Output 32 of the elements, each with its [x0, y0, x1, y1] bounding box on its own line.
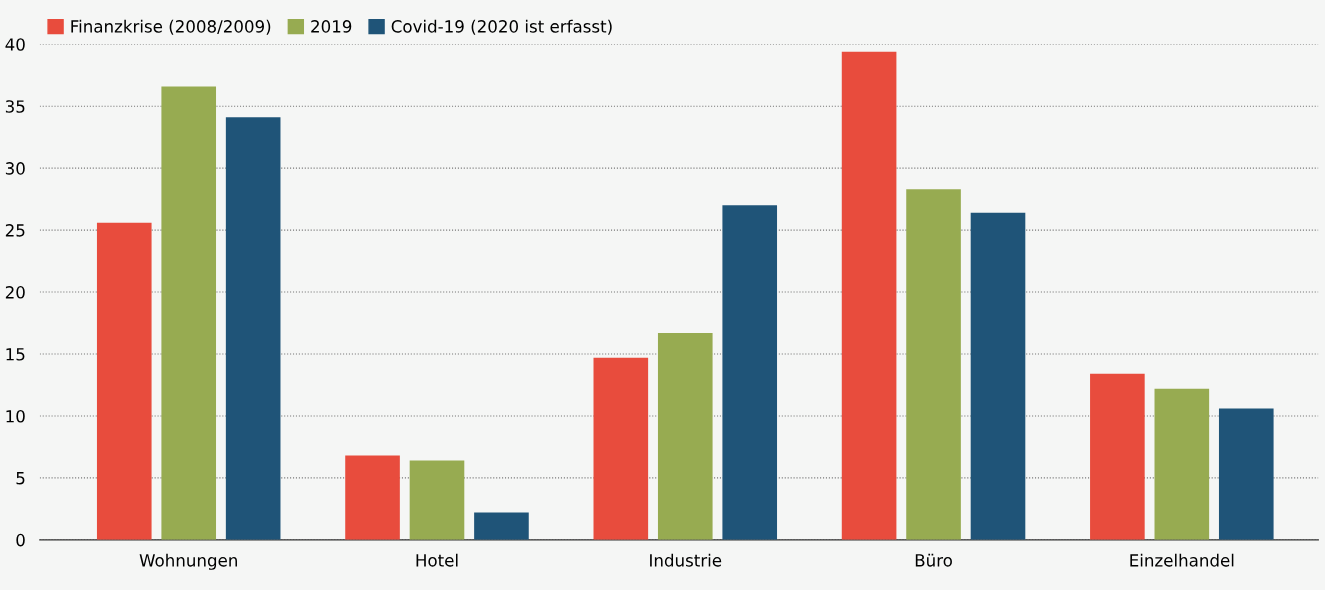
- y-tick-label: 0: [16, 533, 25, 547]
- y-tick-label: 30: [5, 162, 25, 175]
- bar: [906, 189, 961, 540]
- y-tick-label: 15: [6, 348, 25, 361]
- bar: [1218, 408, 1274, 540]
- bar: [657, 332, 713, 540]
- legend-label: Covid-19 (2020 ist erfasst): [391, 19, 612, 35]
- bar: [225, 117, 281, 540]
- bar: [970, 212, 1026, 540]
- x-tick-label: Einzelhandel: [1130, 553, 1234, 567]
- x-tick-label: Hotel: [416, 553, 458, 567]
- y-tick-label: 35: [5, 100, 25, 113]
- legend-label: 2019: [311, 20, 352, 33]
- bar: [1154, 388, 1210, 540]
- bar: [474, 512, 529, 540]
- bar: [1090, 373, 1145, 540]
- x-tick-label: Büro: [915, 553, 952, 567]
- y-tick-label: 25: [5, 224, 25, 237]
- bar: [593, 357, 649, 540]
- x-tick-label: Industrie: [650, 553, 722, 567]
- y-tick-label: 40: [5, 38, 25, 51]
- y-tick-label: 10: [6, 409, 25, 423]
- bar: [96, 222, 152, 540]
- bar: [409, 460, 465, 540]
- legend-label: Finanzkrise (2008/2009): [71, 19, 271, 35]
- bar: [161, 86, 217, 540]
- bar: [841, 51, 897, 540]
- bar: [345, 455, 400, 540]
- y-tick-label: 5: [16, 472, 25, 485]
- bar: [722, 205, 778, 540]
- x-tick-label: Wohnungen: [139, 553, 237, 570]
- y-tick-label: 20: [5, 286, 25, 299]
